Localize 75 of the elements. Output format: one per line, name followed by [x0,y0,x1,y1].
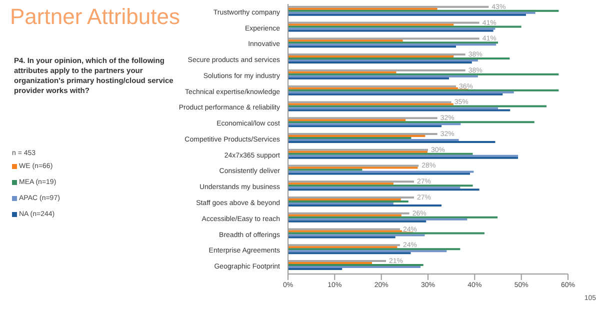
bar [288,252,411,254]
bar [288,26,522,28]
bar [288,69,466,72]
bar [288,264,424,266]
bar [288,38,480,40]
bar [288,220,426,222]
bar [288,46,456,48]
bar [288,60,478,62]
bar [288,216,498,218]
bar [288,234,425,236]
bar [288,93,503,96]
bar [288,168,362,171]
bar [288,236,396,238]
bar [288,152,473,155]
bar [288,54,466,56]
bar [288,117,438,120]
bar [288,212,410,214]
bar [288,134,426,137]
bar [288,246,398,248]
bar [288,103,454,106]
bar [288,248,460,250]
bar [288,200,408,202]
bar [288,218,468,220]
bar [288,182,394,185]
bar [288,232,484,234]
bar [288,196,414,198]
bar [288,172,470,175]
bar [288,6,489,8]
bar [288,244,400,246]
bar [288,125,442,128]
bar [288,188,480,191]
bar [288,186,460,189]
bar [288,260,386,262]
bar [288,180,414,183]
bar [288,119,406,122]
bar [288,62,472,64]
bar [288,85,456,88]
bar [288,262,372,264]
bar [288,228,400,230]
bar [288,121,534,124]
bar [288,14,526,16]
bar [288,40,403,42]
bar [288,12,536,14]
bar [288,101,452,104]
bar [288,266,421,268]
bar [288,268,342,270]
bar [288,140,496,143]
bar [288,109,510,112]
bar [288,184,473,187]
bar [288,132,438,135]
bar [288,10,559,12]
bar [288,214,402,216]
bar [288,56,454,58]
bar [288,77,449,80]
bar [288,22,480,24]
bar [288,105,547,108]
bar [288,138,459,141]
bar [288,170,474,173]
bar [288,75,478,78]
bar [288,198,401,200]
bar [288,230,414,232]
bar [288,123,461,126]
bar [288,58,510,60]
bar [288,87,468,90]
bar [288,136,412,139]
bar [288,91,514,94]
bar [288,202,394,204]
bar [288,73,559,76]
bar [288,204,442,206]
text: Partner Attributes [10,4,180,30]
bar [288,107,498,110]
bar [288,24,454,26]
bar [288,89,559,92]
bar [288,250,447,252]
bar [288,71,396,74]
